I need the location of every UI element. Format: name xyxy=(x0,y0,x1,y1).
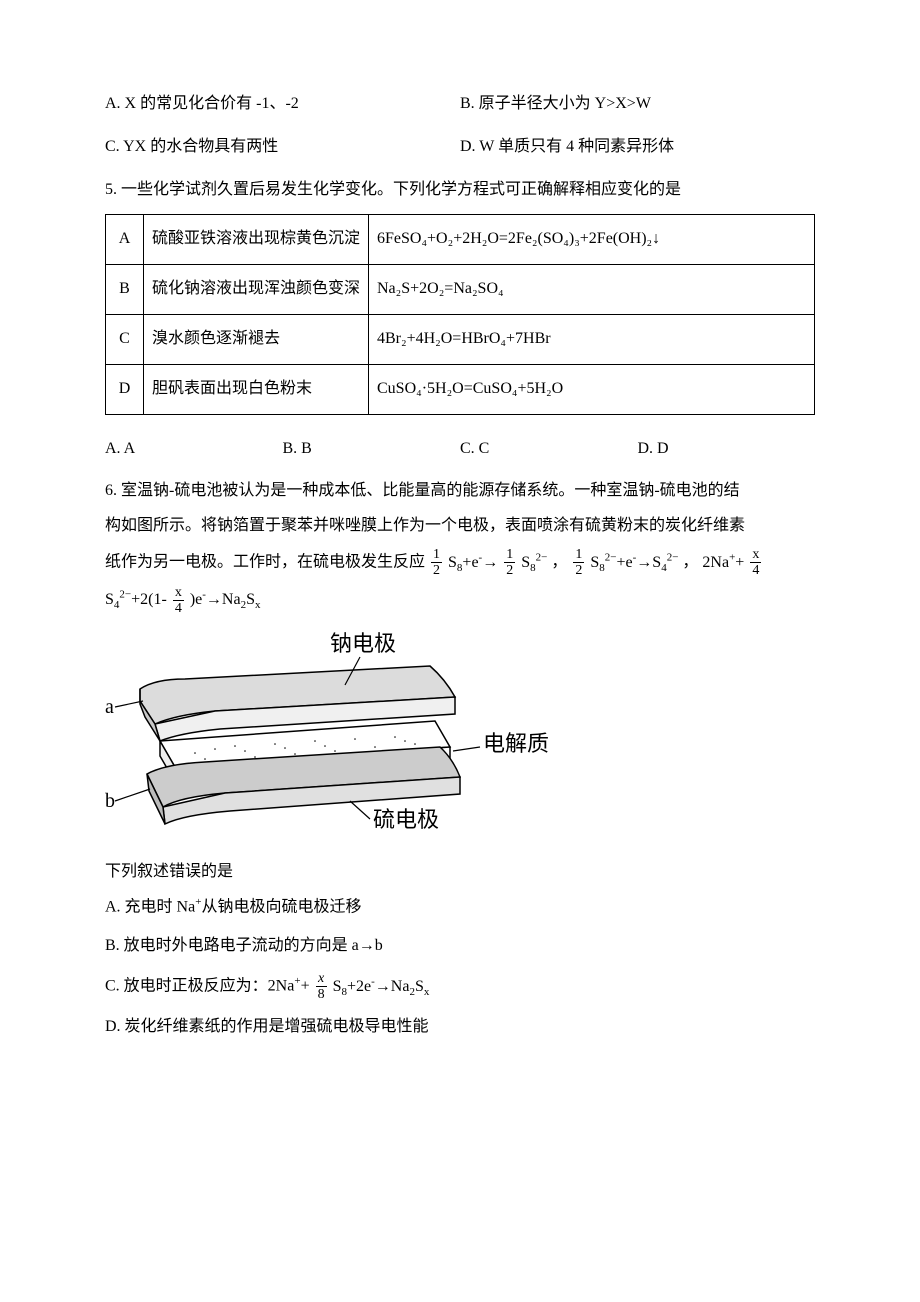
q5-stem: 5. 一些化学试剂久置后易发生化学变化。下列化学方程式可正确解释相应变化的是 xyxy=(105,176,815,205)
q6-answer-options: A. 充电时 Na+从钠电极向硫电极迁移 B. 放电时外电路电子流动的方向是 a… xyxy=(105,893,815,1042)
table-row: B 硫化钠溶液出现浑浊颜色变深 Na₂S+2O₂=Na₂SO₄ xyxy=(106,265,815,315)
formula: S42−+2(1- xyxy=(105,591,167,608)
row-desc: 溴水颜色逐渐褪去 xyxy=(144,314,369,364)
frac-x-4: x4 xyxy=(750,547,761,579)
q4-option-c: C. YX 的水合物具有两性 xyxy=(105,133,460,162)
battery-svg: 钠电极 电解质 硫电极 a b xyxy=(105,629,585,834)
row-desc: 胆矾表面出现白色粉末 xyxy=(144,364,369,414)
row-letter: D xyxy=(106,364,144,414)
q6-opt-c: C. 放电时正极反应为：2Na++ x8 S8+2e-→Na2Sx xyxy=(105,971,815,1003)
table-row: C 溴水颜色逐渐褪去 4Br₂+4H₂O=HBrO₄+7HBr xyxy=(106,314,815,364)
row-equation: CuSO₄·5H₂O=CuSO₄+5H₂O xyxy=(369,364,815,414)
comma: ， xyxy=(551,554,567,571)
q5-table: A 硫酸亚铁溶液出现棕黄色沉淀 6FeSO₄+O₂+2H₂O=2Fe₂(SO₄)… xyxy=(105,214,815,414)
q6-opt-d: D. 炭化纤维素纸的作用是增强硫电极导电性能 xyxy=(105,1013,815,1042)
q4-options-row2: C. YX 的水合物具有两性 D. W 单质只有 4 种同素异形体 xyxy=(105,133,815,162)
q4-option-a: A. X 的常见化合价有 -1、-2 xyxy=(105,90,460,119)
battery-diagram: 钠电极 电解质 硫电极 a b xyxy=(105,629,815,845)
label-a: a xyxy=(105,696,114,718)
label-b: b xyxy=(105,790,115,812)
q6-opt-b: B. 放电时外电路电子流动的方向是 a→b xyxy=(105,932,815,961)
frac-1-2: 12 xyxy=(431,547,442,579)
comma: ， xyxy=(682,554,698,571)
table-row: D 胆矾表面出现白色粉末 CuSO₄·5H₂O=CuSO₄+5H₂O xyxy=(106,364,815,414)
formula: 2Na++ xyxy=(702,554,744,571)
frac-1-2: 12 xyxy=(573,547,584,579)
row-desc: 硫酸亚铁溶液出现棕黄色沉淀 xyxy=(144,215,369,265)
row-letter: A xyxy=(106,215,144,265)
q6-reaction-line2: S42−+2(1- x4 )e-→Na2Sx xyxy=(105,585,815,617)
opt-text: A. 充电时 Na xyxy=(105,898,195,915)
row-desc: 硫化钠溶液出现浑浊颜色变深 xyxy=(144,265,369,315)
q6-line1: 6. 室温钠-硫电池被认为是一种成本低、比能量高的能源存储系统。一种室温钠-硫电… xyxy=(105,477,815,506)
table-row: A 硫酸亚铁溶液出现棕黄色沉淀 6FeSO₄+O₂+2H₂O=2Fe₂(SO₄)… xyxy=(106,215,815,265)
label-electrolyte: 电解质 xyxy=(483,731,549,756)
q4-option-d: D. W 单质只有 4 种同素异形体 xyxy=(460,133,815,162)
q5-opt-b: B. B xyxy=(283,435,461,464)
q6-line2: 构如图所示。将钠箔置于聚苯并咪唑膜上作为一个电极，表面喷涂有硫黄粉末的炭化纤维素 xyxy=(105,512,815,541)
label-s: 硫电极 xyxy=(373,807,439,832)
row-letter: B xyxy=(106,265,144,315)
row-letter: C xyxy=(106,314,144,364)
q5-opt-d: D. D xyxy=(638,435,816,464)
q5-opt-a: A. A xyxy=(105,435,283,464)
formula: S8+2e-→Na2Sx xyxy=(333,978,430,995)
formula: )e-→Na2Sx xyxy=(190,591,261,608)
opt-text: C. 放电时正极反应为：2Na xyxy=(105,978,294,995)
frac-x-8: x8 xyxy=(316,971,327,1003)
q6-reaction-line: 纸作为另一电极。工作时，在硫电极发生反应 12 S8+e-→ 12 S82− ，… xyxy=(105,547,815,579)
opt-text: 从钠电极向硫电极迁移 xyxy=(201,898,361,915)
formula: S82−+e-→S42− xyxy=(590,554,678,571)
row-equation: 6FeSO₄+O₂+2H₂O=2Fe₂(SO₄)₃+2Fe(OH)₂↓ xyxy=(369,215,815,265)
q5-opt-c: C. C xyxy=(460,435,638,464)
frac-1-2: 12 xyxy=(504,547,515,579)
q6-opt-a: A. 充电时 Na+从钠电极向硫电极迁移 xyxy=(105,893,815,922)
plus-text: + xyxy=(301,978,310,995)
frac-x-4: x4 xyxy=(173,585,184,617)
label-na: 钠电极 xyxy=(330,631,396,656)
q4-options-row1: A. X 的常见化合价有 -1、-2 B. 原子半径大小为 Y>X>W xyxy=(105,90,815,119)
row-equation: 4Br₂+4H₂O=HBrO₄+7HBr xyxy=(369,314,815,364)
formula: S8+e-→ xyxy=(448,554,498,571)
q5-answer-options: A. A B. B C. C D. D xyxy=(105,435,815,464)
row-equation: Na₂S+2O₂=Na₂SO₄ xyxy=(369,265,815,315)
q4-option-b: B. 原子半径大小为 Y>X>W xyxy=(460,90,815,119)
q6-txt: 纸作为另一电极。工作时，在硫电极发生反应 xyxy=(105,554,429,571)
formula: S82− xyxy=(521,554,547,571)
q6-below: 下列叙述错误的是 xyxy=(105,858,815,887)
